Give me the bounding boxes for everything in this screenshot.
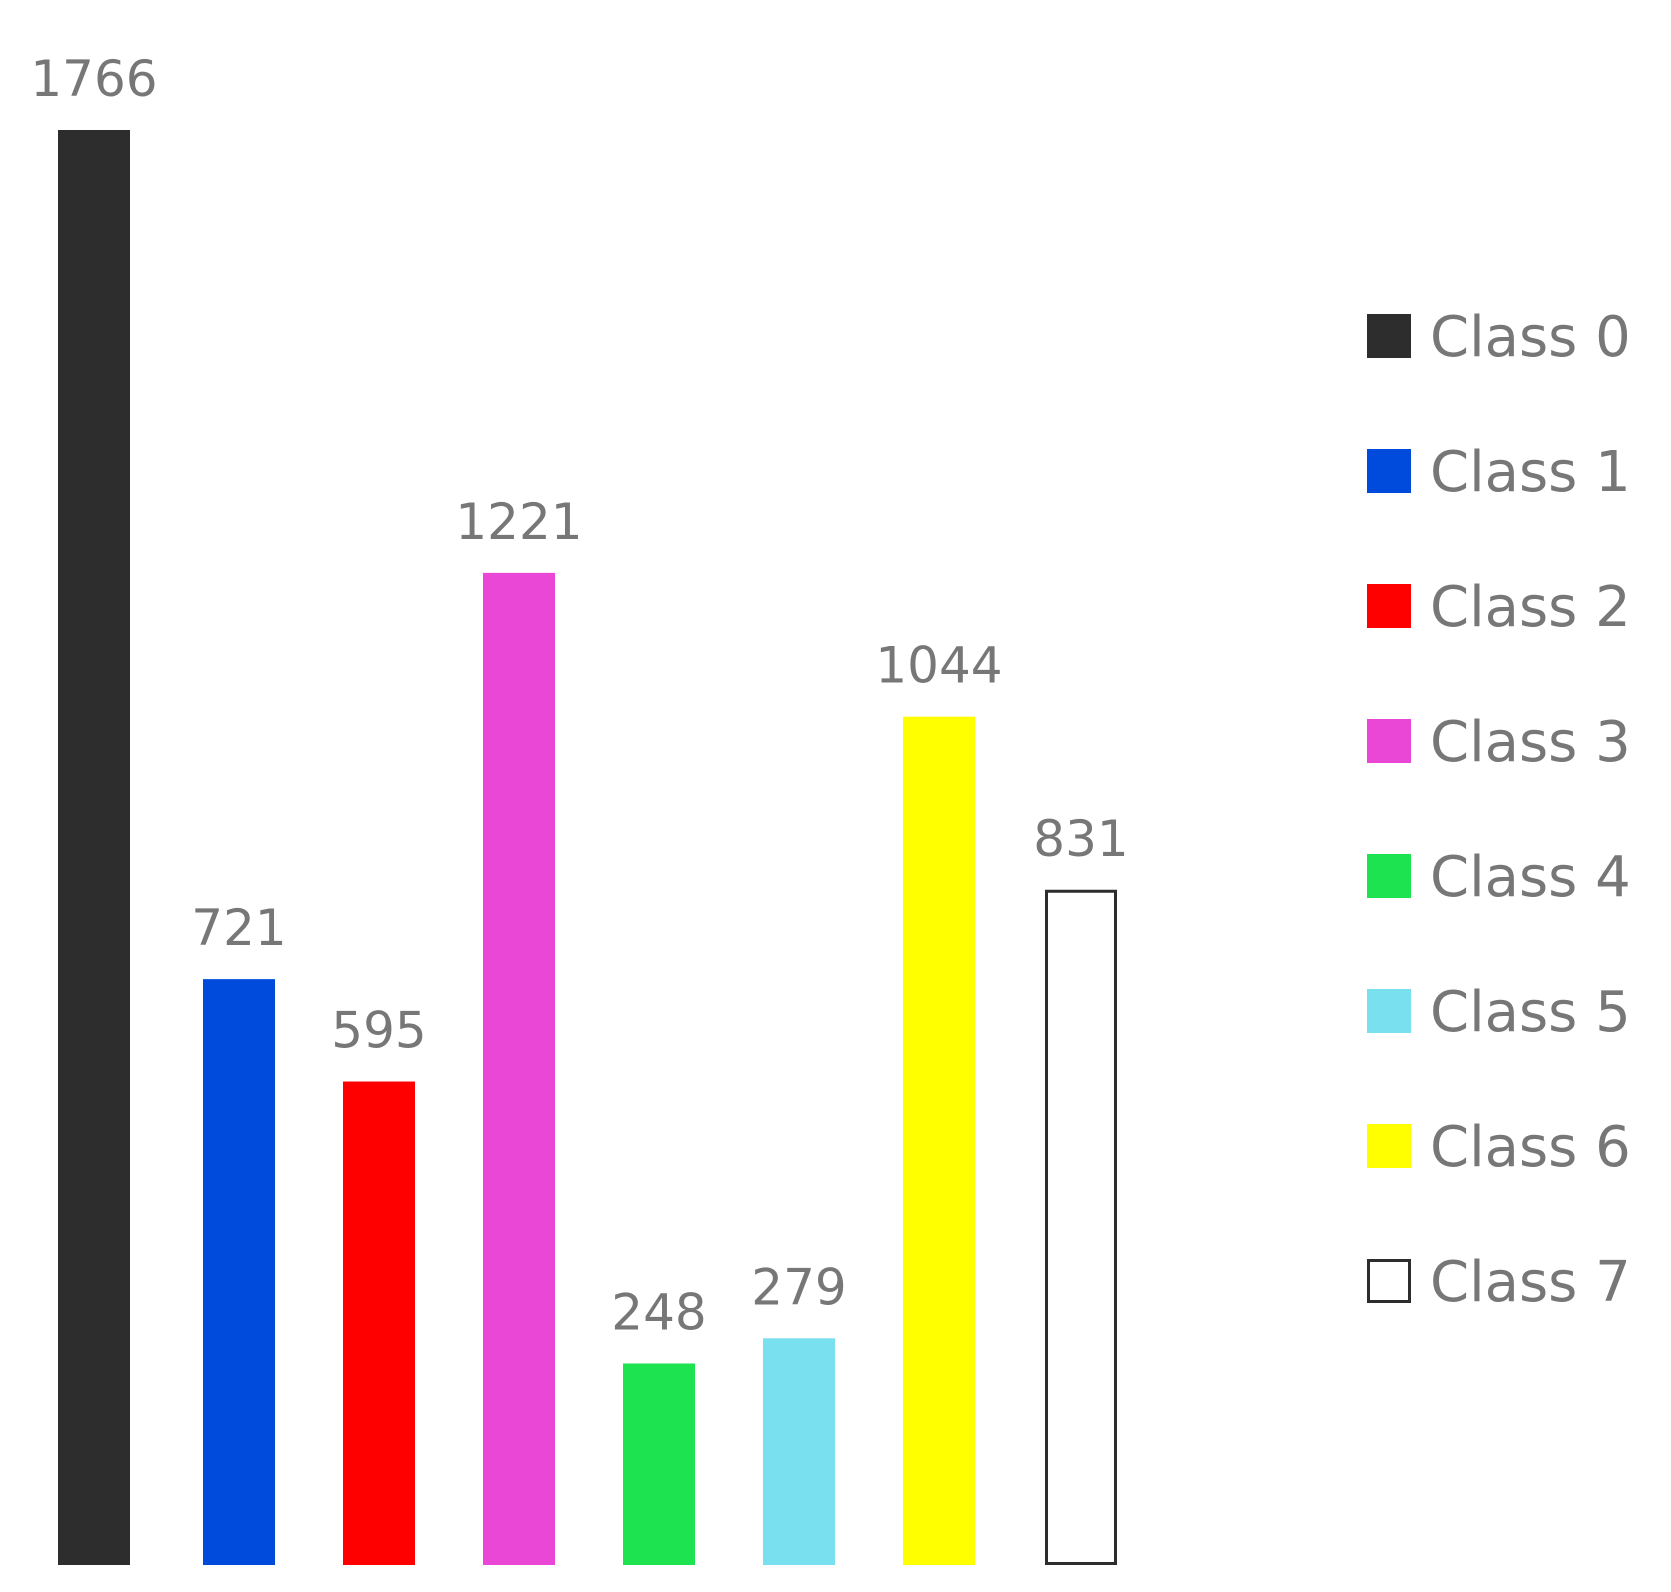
bar-4 xyxy=(623,1363,695,1565)
legend-swatch-4 xyxy=(1367,854,1411,898)
bar-2 xyxy=(343,1081,415,1565)
legend-label-0: Class 0 xyxy=(1430,305,1631,370)
data-label-5: 279 xyxy=(751,1258,846,1316)
legend-swatch-3 xyxy=(1367,719,1411,763)
legend-label-6: Class 6 xyxy=(1430,1115,1631,1180)
legend-swatch-6 xyxy=(1367,1124,1411,1168)
bars-group xyxy=(58,130,1117,1565)
legend-swatch-0 xyxy=(1367,314,1411,358)
legend-label-1: Class 1 xyxy=(1430,440,1631,505)
bar-1 xyxy=(203,979,275,1565)
legend-label-4: Class 4 xyxy=(1430,845,1631,910)
data-label-3: 1221 xyxy=(455,493,582,551)
legend-swatch-2 xyxy=(1367,584,1411,628)
data-label-1: 721 xyxy=(191,899,286,957)
bar-3 xyxy=(483,572,555,1565)
legend: Class 0 Class 1 Class 2 Class 3 Class 4 Class… xyxy=(1367,305,1631,1315)
data-label-2: 595 xyxy=(331,1002,426,1060)
data-label-6: 1044 xyxy=(875,637,1002,695)
legend-label-7: Class 7 xyxy=(1430,1250,1631,1315)
bar-6 xyxy=(903,716,975,1565)
bar-5 xyxy=(763,1338,835,1565)
data-label-7: 831 xyxy=(1033,810,1128,868)
data-label-0: 1766 xyxy=(30,50,157,108)
legend-swatch-5 xyxy=(1367,989,1411,1033)
bar-7 xyxy=(1045,889,1117,1565)
data-labels-group: 1766 721 595 1221 248 279 1044 831 xyxy=(30,50,1128,1341)
legend-swatch-7 xyxy=(1367,1259,1411,1303)
legend-label-5: Class 5 xyxy=(1430,980,1631,1045)
legend-label-2: Class 2 xyxy=(1430,575,1631,640)
bar-0 xyxy=(58,130,130,1565)
data-label-4: 248 xyxy=(611,1283,706,1341)
legend-swatch-1 xyxy=(1367,449,1411,493)
legend-label-3: Class 3 xyxy=(1430,710,1631,775)
